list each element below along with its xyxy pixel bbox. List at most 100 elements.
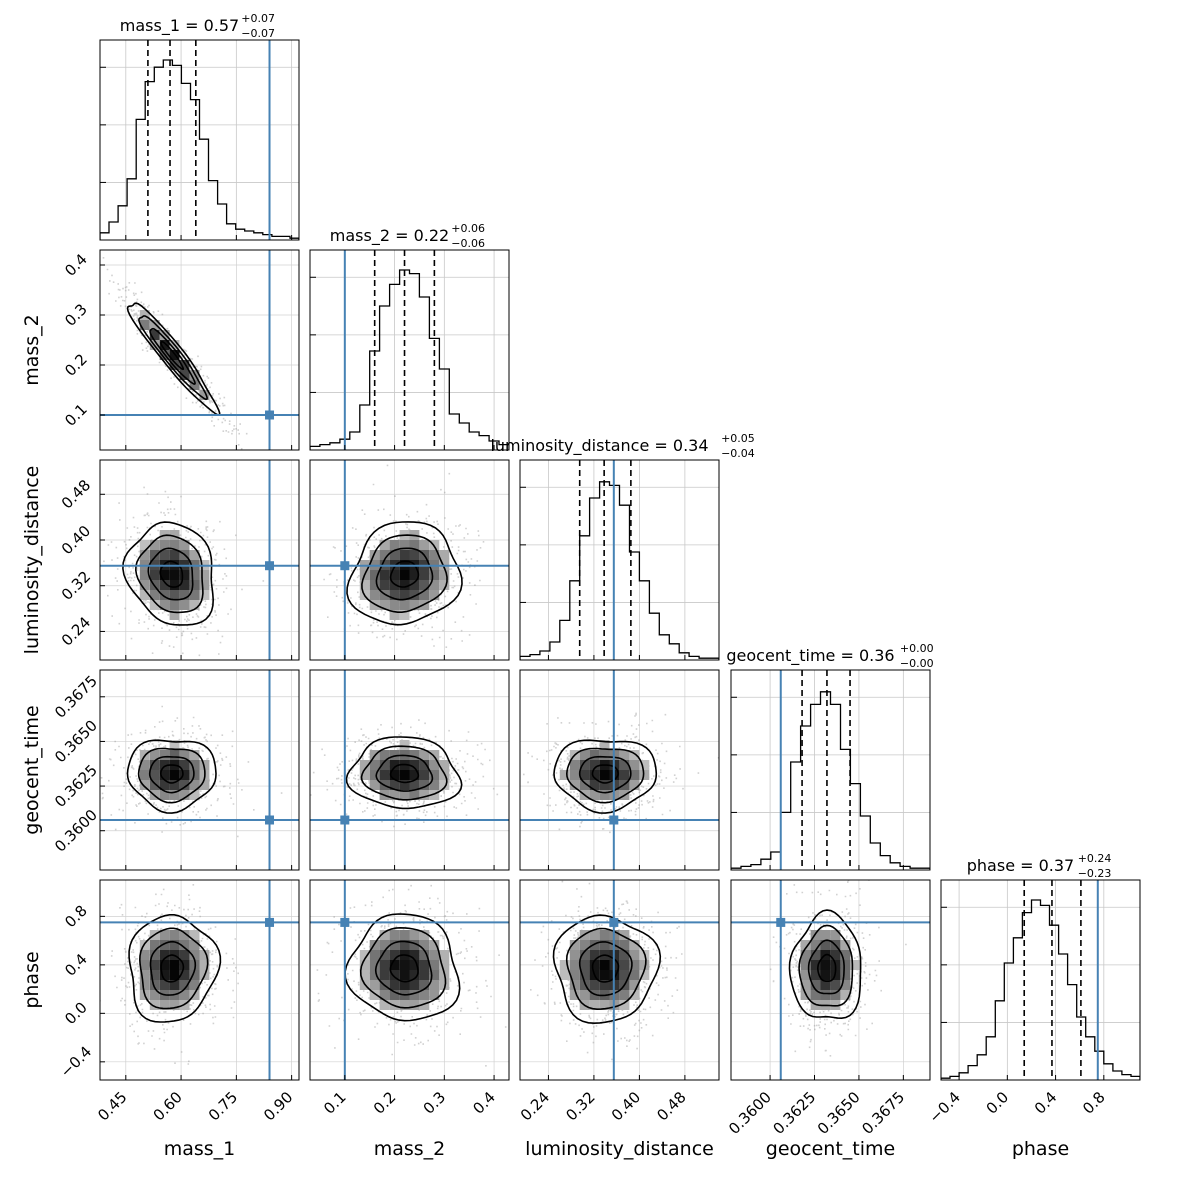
density-cell (169, 570, 180, 580)
density-cell (599, 960, 610, 970)
x-axis-label-mass_1: mass_1 (164, 1138, 236, 1160)
title-minus-error: −0.06 (451, 237, 485, 250)
title-plus-error: +0.00 (900, 642, 934, 655)
density-cell (810, 980, 821, 990)
density-cell (379, 570, 390, 580)
density-cell (159, 540, 170, 550)
density-cell (589, 790, 600, 800)
density-cell (389, 780, 400, 790)
title-label: luminosity_distance = 0.34 (490, 436, 708, 456)
density-cell (179, 760, 190, 770)
panel-content (310, 250, 509, 450)
density-cell (169, 960, 180, 980)
y-tick-label: 0.8 (61, 902, 91, 932)
density-cell (409, 780, 420, 790)
contour-2 (361, 534, 448, 613)
panel-frame (519, 669, 720, 871)
density-cell (369, 980, 380, 990)
density-cell (379, 930, 390, 940)
density-cell (179, 600, 190, 610)
density-cell (830, 950, 841, 960)
panel-geocent_time-vs-luminosity_distance (519, 669, 720, 871)
density-cell (169, 540, 180, 550)
panel-frame (519, 879, 720, 1081)
truth-marker (340, 561, 350, 571)
truth-marker (265, 815, 275, 825)
density-cell (179, 370, 190, 380)
x-axis-label-mass_2: mass_2 (374, 1138, 446, 1160)
contour-3 (122, 521, 215, 626)
panel-content (731, 670, 930, 870)
contour-1 (375, 547, 434, 601)
panel-mass_1-vs-mass_1: mass_1 = 0.57 +0.07 −0.07 (99, 12, 300, 241)
density-cell (139, 980, 150, 990)
density-cell (589, 1000, 600, 1010)
density-cell (830, 950, 851, 1000)
density-cell (429, 950, 440, 960)
x-axis-label-luminosity_distance: luminosity_distance (525, 1138, 714, 1160)
truth-marker (265, 410, 275, 420)
density-cell (189, 950, 200, 960)
density-cell (139, 960, 150, 970)
density-cell (389, 540, 400, 550)
panel-content (941, 880, 1140, 1080)
density-cell (800, 940, 821, 970)
density-cell (629, 770, 640, 780)
density-cell (399, 580, 410, 590)
density-cell (559, 970, 570, 980)
scatter-points (100, 884, 239, 1065)
panel-mass_2-vs-mass_1: 0.1 0.2 0.3 0.4 (61, 249, 300, 451)
density-cell (359, 970, 380, 1000)
x-tick-label: 0.4 (1031, 1088, 1061, 1118)
density-cell (629, 760, 640, 770)
contour-1 (374, 940, 433, 996)
density-cell (579, 770, 630, 790)
panel-content (100, 670, 299, 870)
density-cell (629, 950, 640, 960)
density-cell (409, 930, 420, 940)
panel-phase-vs-phase: phase = 0.37 +0.24 −0.23 −0.4 0.0 0.4 0.8 (925, 852, 1141, 1127)
panel-content (100, 880, 299, 1080)
density-cell (189, 760, 200, 770)
density-cell (179, 790, 190, 800)
density-cell (639, 960, 650, 970)
density-cell (149, 770, 160, 780)
panel-frame (730, 879, 931, 1081)
truth-marker (776, 917, 786, 927)
density-cell (419, 970, 430, 980)
panel-title-luminosity_distance: luminosity_distance = 0.34 (490, 436, 708, 456)
density-cell (369, 950, 380, 960)
contour-0 (160, 954, 185, 983)
y-tick-label: 0.48 (58, 476, 94, 512)
density-cell (619, 960, 630, 970)
density-cell (619, 940, 630, 950)
density-cell (399, 770, 410, 780)
title-minus-error: −0.04 (721, 447, 755, 460)
density-cell (159, 550, 170, 560)
contour-1 (578, 941, 633, 997)
density-cell (840, 960, 851, 970)
x-tick-label: 0.3 (420, 1088, 450, 1118)
density-cell (419, 570, 430, 580)
y-axis-label-phase: phase (21, 951, 43, 1008)
density-cell (169, 590, 180, 600)
x-tick-label: 0.40 (608, 1088, 644, 1124)
density-cell (149, 930, 190, 1010)
panel-mass_2-vs-mass_2: mass_2 = 0.22 +0.06 −0.06 (309, 222, 510, 451)
density-cell (149, 990, 160, 1000)
density-cell (569, 950, 580, 960)
density-cell (569, 770, 610, 800)
panel-content (310, 460, 509, 660)
panel-luminosity_distance-vs-luminosity_distance: luminosity_distance = 0.34 +0.05 −0.04 (490, 432, 755, 661)
density-cell (359, 550, 380, 580)
density-cell (169, 580, 180, 590)
density-cell (579, 750, 590, 760)
density-cell (139, 550, 150, 560)
panel-frame (309, 879, 510, 1081)
x-axis-label-geocent_time: geocent_time (766, 1138, 895, 1160)
density-cell (579, 940, 590, 950)
x-tick-label: 0.3675 (858, 1088, 908, 1138)
panel-frame (99, 879, 300, 1081)
y-tick-label: 0.4 (61, 950, 91, 980)
density-cell (589, 980, 600, 990)
